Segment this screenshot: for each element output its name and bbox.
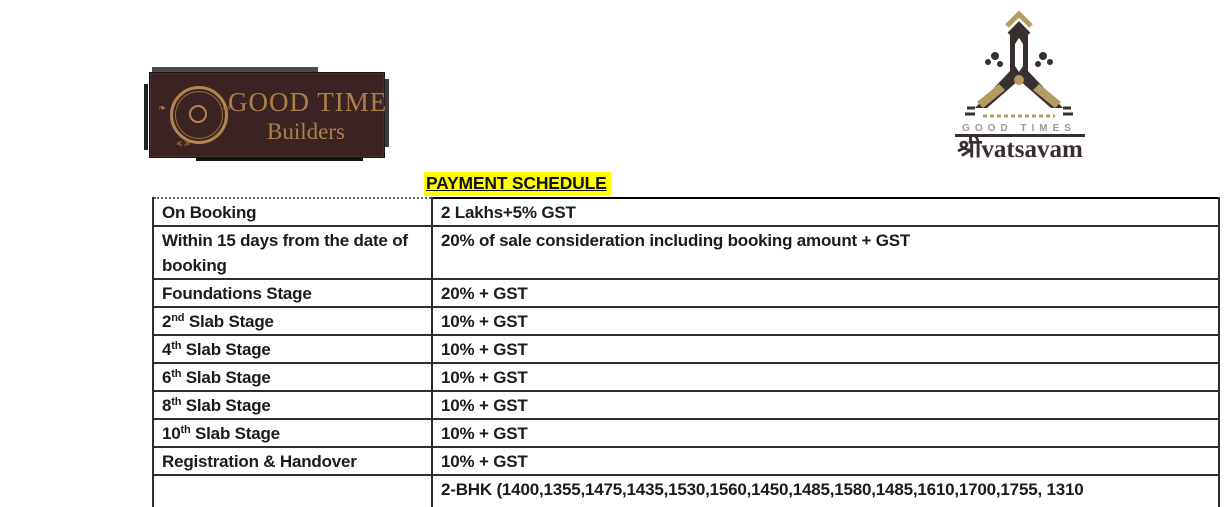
stage-text: 10 — [162, 424, 181, 443]
srivatsavam-logo: GOOD TIMES श्रीvatsavam — [925, 4, 1115, 164]
stage-text: 4 — [162, 340, 172, 359]
stage-text: 8 — [162, 396, 172, 415]
good-times-label: GOOD TIMES — [962, 123, 1076, 134]
amount-cell: 10% + GST — [431, 390, 1220, 420]
stage-text: Slab Stage — [184, 312, 274, 331]
amount-cell: 10% + GST — [431, 362, 1220, 392]
stage-cell: On Booking — [152, 197, 433, 227]
logo-bottom-bar — [196, 157, 363, 161]
stage-cell: 4th Slab Stage — [152, 334, 433, 364]
stage-text: Slab Stage — [181, 368, 271, 387]
good-time-builders-logo: ❧ ☙ ≼≽ GOOD TIME Builders — [144, 62, 394, 166]
logo-shadow-bar — [152, 67, 318, 72]
crest-flourish-left-icon: ❧ — [158, 103, 169, 114]
table-row-clipped: 2-BHK (1400,1355,1475,1435,1530,1560,145… — [152, 474, 1220, 507]
payment-schedule-table: On Booking 2 Lakhs+5% GST Within 15 days… — [152, 197, 1220, 507]
stage-ordinal: th — [171, 396, 182, 409]
srivatsavam-wordmark-text: श्रीvatsavam — [955, 134, 1085, 163]
logo-left-accent-bar — [144, 84, 148, 150]
crest-banner-icon: ≼≽ — [176, 139, 192, 148]
table-row: Registration & Handover 10% + GST — [152, 446, 1220, 476]
stage-text: 2 — [162, 312, 172, 331]
table-row: Foundations Stage 20% + GST — [152, 278, 1220, 308]
logo-brand-name: GOOD TIME — [228, 87, 388, 117]
stage-ordinal: th — [180, 424, 191, 437]
logo-plate: ❧ ☙ ≼≽ GOOD TIME Builders — [149, 72, 388, 158]
stage-ordinal: th — [171, 340, 182, 353]
stage-cell: 8th Slab Stage — [152, 390, 433, 420]
stage-text: Foundations Stage — [162, 284, 312, 303]
stage-cell: 10th Slab Stage — [152, 418, 433, 448]
srivatsavam-emblem-icon — [965, 10, 1073, 118]
table-row: On Booking 2 Lakhs+5% GST — [152, 197, 1220, 227]
table-row: 6th Slab Stage 10% + GST — [152, 362, 1220, 392]
stage-cell: 2nd Slab Stage — [152, 306, 433, 336]
good-time-crest-icon — [170, 86, 228, 144]
amount-cell: 10% + GST — [431, 418, 1220, 448]
stage-cell: Within 15 days from the date of booking — [152, 225, 433, 280]
amount-cell: 10% + GST — [431, 334, 1220, 364]
stage-ordinal: th — [171, 368, 182, 381]
stage-text: Slab Stage — [181, 396, 271, 415]
table-row: 4th Slab Stage 10% + GST — [152, 334, 1220, 364]
stage-cell: 6th Slab Stage — [152, 362, 433, 392]
table-row: 2nd Slab Stage 10% + GST — [152, 306, 1220, 336]
amount-cell: 20% of sale consideration including book… — [431, 225, 1220, 280]
amount-cell: 10% + GST — [431, 306, 1220, 336]
crest-inner-ring-icon — [189, 105, 207, 123]
stage-cell: Registration & Handover — [152, 446, 433, 476]
logo-text-block: GOOD TIME Builders — [228, 87, 388, 145]
stage-text: Within 15 days from the date of booking — [162, 231, 408, 275]
page: { "logo_left": { "line1": "GOOD TIME", "… — [144, 4, 1220, 507]
page-title: PAYMENT SCHEDULE — [424, 172, 611, 196]
table-row: 8th Slab Stage 10% + GST — [152, 390, 1220, 420]
logo-brand-subtitle: Builders — [267, 119, 345, 144]
amount-cell: 10% + GST — [431, 446, 1220, 476]
stage-text: Slab Stage — [190, 424, 280, 443]
amount-cell: 20% + GST — [431, 278, 1220, 308]
stage-cell — [152, 474, 433, 507]
amount-cell: 2 Lakhs+5% GST — [431, 197, 1220, 227]
stage-cell: Foundations Stage — [152, 278, 433, 308]
stage-text: 6 — [162, 368, 172, 387]
logo-right-accent-bar — [385, 79, 389, 147]
srivatsavam-wordmark: श्रीvatsavam — [925, 134, 1115, 164]
stage-text: Registration & Handover — [162, 452, 357, 471]
table-row: Within 15 days from the date of booking … — [152, 225, 1220, 280]
stage-text: On Booking — [162, 203, 257, 222]
stage-text: Slab Stage — [181, 340, 271, 359]
table-row: 10th Slab Stage 10% + GST — [152, 418, 1220, 448]
amount-cell: 2-BHK (1400,1355,1475,1435,1530,1560,145… — [431, 474, 1220, 507]
stage-ordinal: nd — [171, 312, 185, 325]
crest-flourish-right-icon: ☙ — [222, 103, 233, 114]
